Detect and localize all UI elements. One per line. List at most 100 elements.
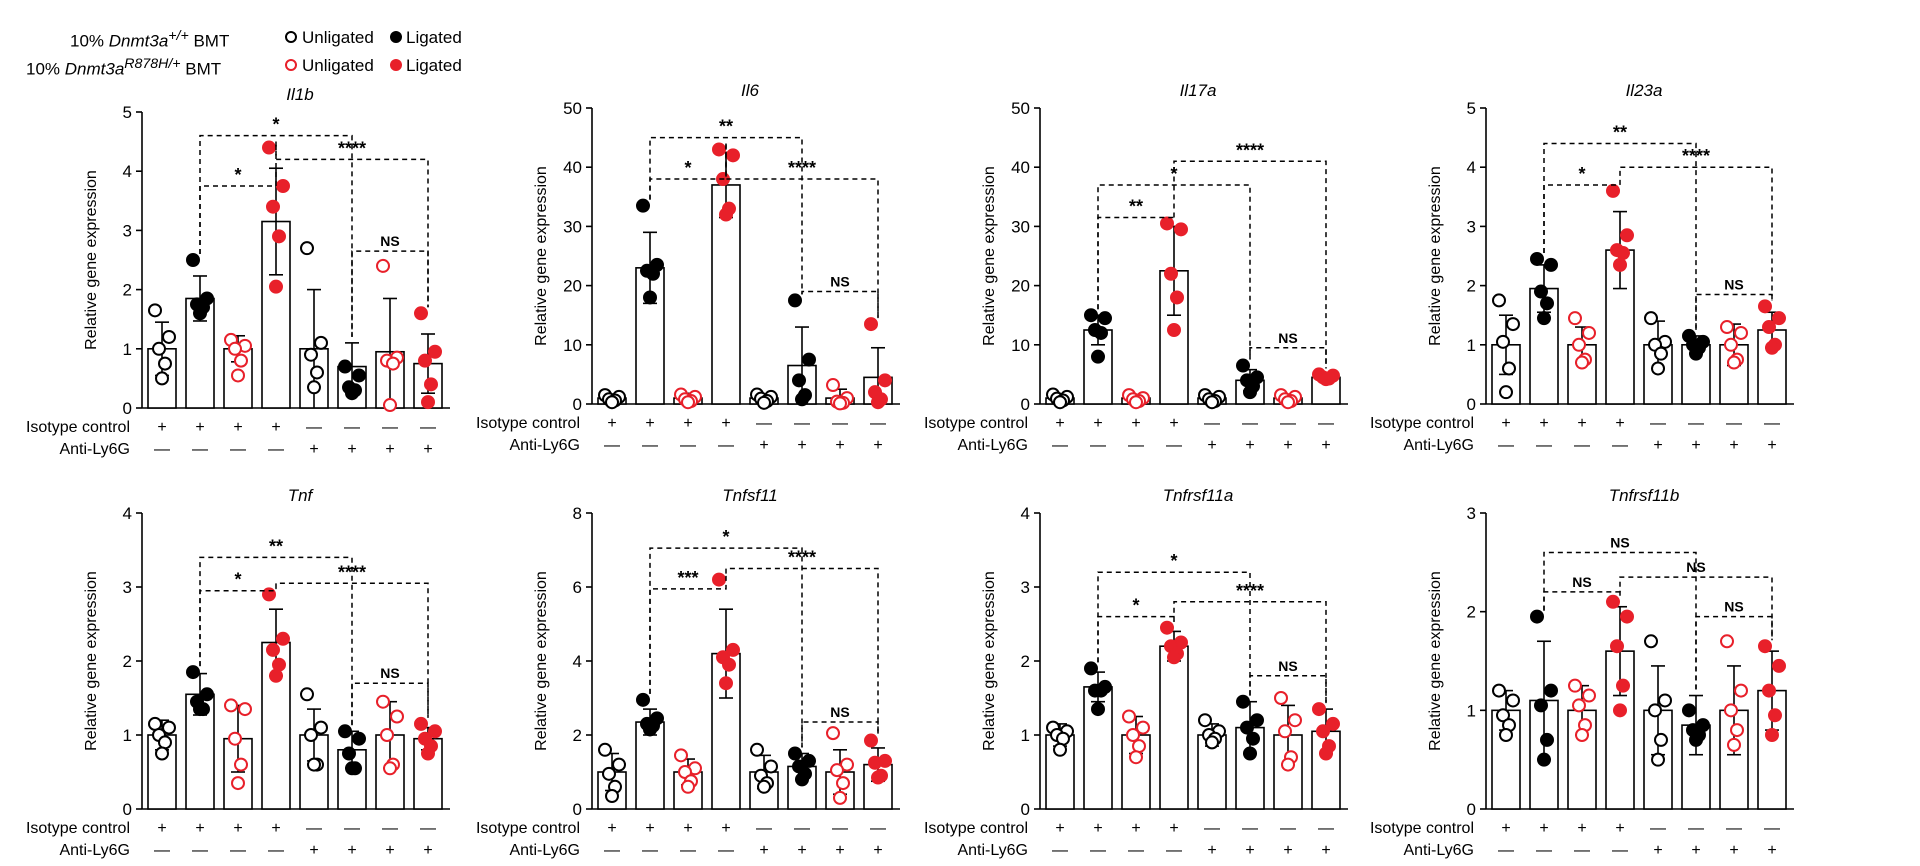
y-tick-label: 3 <box>1021 578 1030 597</box>
legend-open-black-marker <box>285 31 297 43</box>
data-point <box>1056 731 1070 746</box>
data-point <box>1122 709 1136 724</box>
anti-ly6g-sign: + <box>1653 437 1662 454</box>
bracket-line <box>275 141 429 308</box>
data-point <box>764 759 778 774</box>
isotype-sign: — <box>344 820 360 837</box>
data-point <box>1274 691 1288 705</box>
legend-genotype: R878H/+ <box>124 56 181 72</box>
anti-ly6g-sign: — <box>1052 842 1068 859</box>
anti-ly6g-sign: — <box>642 842 658 859</box>
data-point <box>1534 698 1548 713</box>
data-point <box>1129 395 1143 410</box>
data-point <box>1765 728 1779 742</box>
anti-ly6g-sign: — <box>642 437 658 454</box>
data-point <box>1544 257 1558 272</box>
data-point <box>1654 732 1668 747</box>
chart-panel-il17a: Il17a Relative gene expression 0 10 20 30 40 50… <box>924 81 1348 454</box>
data-point <box>1537 752 1551 767</box>
y-tick-label: 4 <box>123 504 132 523</box>
y-tick-label: 50 <box>1011 99 1030 118</box>
bracket-line <box>351 250 429 337</box>
isotype-control-label: Isotype control <box>924 415 1028 432</box>
data-point <box>1496 334 1510 349</box>
anti-ly6g-sign: — <box>192 441 208 458</box>
data-point <box>158 735 172 750</box>
bracket-line <box>1543 591 1621 611</box>
data-point <box>1651 361 1665 376</box>
data-point <box>864 733 878 748</box>
significance-label: NS <box>1278 330 1297 346</box>
legend-row-mutant: 10% Dnmt3aR878H/+ BMT Unligated Ligated <box>26 54 480 79</box>
isotype-sign: + <box>645 415 654 432</box>
data-point <box>421 395 435 410</box>
anti-ly6g-sign: — <box>604 437 620 454</box>
y-axis-label: Relative gene expression <box>981 571 998 751</box>
isotype-sign: + <box>1169 415 1178 432</box>
data-point <box>314 335 328 350</box>
anti-ly6g-sign: — <box>230 441 246 458</box>
anti-ly6g-sign: + <box>1245 842 1254 859</box>
anti-ly6g-sign: + <box>1729 437 1738 454</box>
data-point <box>826 726 840 741</box>
data-point <box>414 716 428 731</box>
data-point <box>383 761 397 776</box>
significance-label: **** <box>338 562 366 582</box>
data-point <box>1205 395 1219 410</box>
isotype-sign: — <box>1688 820 1704 837</box>
y-tick-label: 2 <box>1021 652 1030 671</box>
significance-bracket: ** <box>649 117 803 295</box>
significance-label: **** <box>1236 581 1264 601</box>
significance-bracket: * <box>1543 164 1621 253</box>
data-point <box>276 631 290 646</box>
data-point <box>390 709 404 724</box>
isotype-sign: + <box>1577 415 1586 432</box>
data-point <box>162 329 176 344</box>
y-axis-label: Relative gene expression <box>1427 571 1444 751</box>
y-tick-label: 2 <box>573 726 582 745</box>
y-tick-label: 3 <box>123 221 132 240</box>
anti-ly6g-sign: — <box>1090 437 1106 454</box>
data-point <box>231 776 245 791</box>
anti-ly6g-sign: + <box>1767 437 1776 454</box>
data-point <box>1530 251 1544 266</box>
isotype-sign: + <box>195 419 204 436</box>
data-point <box>1765 340 1779 355</box>
data-point <box>1499 728 1513 742</box>
data-point <box>262 140 276 155</box>
bar <box>1681 724 1711 810</box>
data-point <box>1506 693 1520 708</box>
bracket-line <box>1619 166 1773 301</box>
data-point <box>1720 634 1734 649</box>
data-point <box>342 746 356 761</box>
data-point <box>750 742 764 757</box>
y-tick-label: 4 <box>1467 158 1476 177</box>
chart-title: Tnf <box>288 486 315 505</box>
significance-bracket: NS <box>1249 658 1327 704</box>
data-point <box>1772 311 1786 326</box>
data-point <box>712 142 726 157</box>
data-point <box>605 395 619 410</box>
data-point <box>262 587 276 602</box>
anti-ly6g-sign: — <box>604 842 620 859</box>
legend-prefix: 10% <box>70 31 109 51</box>
isotype-sign: + <box>1055 415 1064 432</box>
data-point <box>304 347 318 362</box>
significance-label: * <box>684 158 691 178</box>
isotype-sign: — <box>794 415 810 432</box>
data-point <box>1582 325 1596 340</box>
data-point <box>1319 372 1333 387</box>
y-tick-label: 5 <box>1467 99 1476 118</box>
chart-title: Il17a <box>1180 81 1217 100</box>
data-point <box>1499 385 1513 400</box>
isotype-sign: + <box>1539 820 1548 837</box>
data-point <box>1236 358 1250 373</box>
data-point <box>266 199 280 214</box>
y-tick-label: 3 <box>1467 217 1476 236</box>
data-point <box>681 779 695 794</box>
bracket-line <box>801 290 879 319</box>
data-point <box>304 728 318 742</box>
data-point <box>1164 266 1178 281</box>
y-tick-label: 10 <box>563 336 582 355</box>
